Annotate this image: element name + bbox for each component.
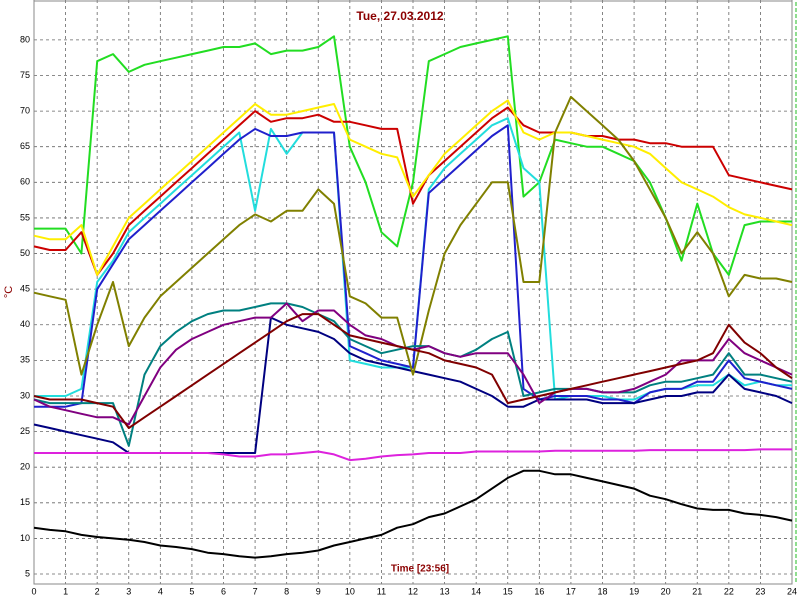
series-line xyxy=(34,124,793,408)
x-tick-label: 23 xyxy=(755,586,765,596)
y-tick-label: 30 xyxy=(20,390,30,400)
x-tick-label: 20 xyxy=(661,586,671,596)
y-tick-label: 60 xyxy=(20,177,30,187)
x-tick-label: 1 xyxy=(63,586,68,596)
x-tick-label: 0 xyxy=(31,586,36,596)
series-line xyxy=(33,106,793,276)
series-line xyxy=(33,313,793,429)
y-tick-label: 70 xyxy=(20,105,30,115)
y-tick-label: 65 xyxy=(20,141,30,151)
x-tick-label: 12 xyxy=(408,586,418,596)
x-tick-label: 4 xyxy=(158,586,163,596)
y-tick-label: 55 xyxy=(20,212,30,222)
y-axis-label: °C xyxy=(3,286,15,298)
series-line xyxy=(33,99,793,276)
x-tick-label: 11 xyxy=(377,586,386,596)
x-tick-label: 16 xyxy=(534,586,544,596)
x-tick-label: 7 xyxy=(253,586,258,596)
x-tick-label: 10 xyxy=(345,586,355,596)
series-line xyxy=(33,95,793,376)
series-line xyxy=(34,448,792,462)
x-axis-label: Time [23:56] xyxy=(391,564,449,575)
x-tick-label: 9 xyxy=(316,586,321,596)
lines xyxy=(33,35,793,559)
x-tick-label: 3 xyxy=(126,586,131,596)
series-line xyxy=(33,302,793,447)
chart-title: Tue, 27.03.2012 xyxy=(356,9,443,23)
x-tick-label: 15 xyxy=(503,586,513,596)
x-tick-label: 13 xyxy=(440,586,450,596)
x-tick-label: 22 xyxy=(724,586,734,596)
y-tick-label: 35 xyxy=(20,355,30,365)
series-line xyxy=(33,469,793,559)
y-tick-label: 40 xyxy=(20,319,30,329)
y-tick-label: 15 xyxy=(20,497,30,507)
x-tick-label: 21 xyxy=(692,586,702,596)
y-tick-label: 25 xyxy=(20,426,30,436)
plot-border xyxy=(33,0,793,585)
y-tick-label: 80 xyxy=(20,34,30,44)
x-tick-label: 2 xyxy=(95,586,100,596)
x-tick-label: 6 xyxy=(221,586,226,596)
x-tick-label: 8 xyxy=(284,586,289,596)
x-tick-label: 18 xyxy=(597,586,607,596)
y-tick-label: 50 xyxy=(20,248,30,258)
x-tick-label: 5 xyxy=(189,586,194,596)
labels: Tue, 27.03.2012 Time [23:56] °C 51015202… xyxy=(3,9,797,596)
y-tick-label: 5 xyxy=(25,568,30,578)
y-tick-label: 75 xyxy=(20,70,30,80)
x-tick-label: 17 xyxy=(566,586,576,596)
x-tick-label: 24 xyxy=(787,586,797,596)
y-tick-label: 10 xyxy=(20,533,30,543)
y-tick-label: 20 xyxy=(20,462,30,472)
grid xyxy=(33,0,793,585)
x-tick-label: 14 xyxy=(471,586,481,596)
x-tick-label: 19 xyxy=(629,586,639,596)
y-tick-label: 45 xyxy=(20,284,30,294)
